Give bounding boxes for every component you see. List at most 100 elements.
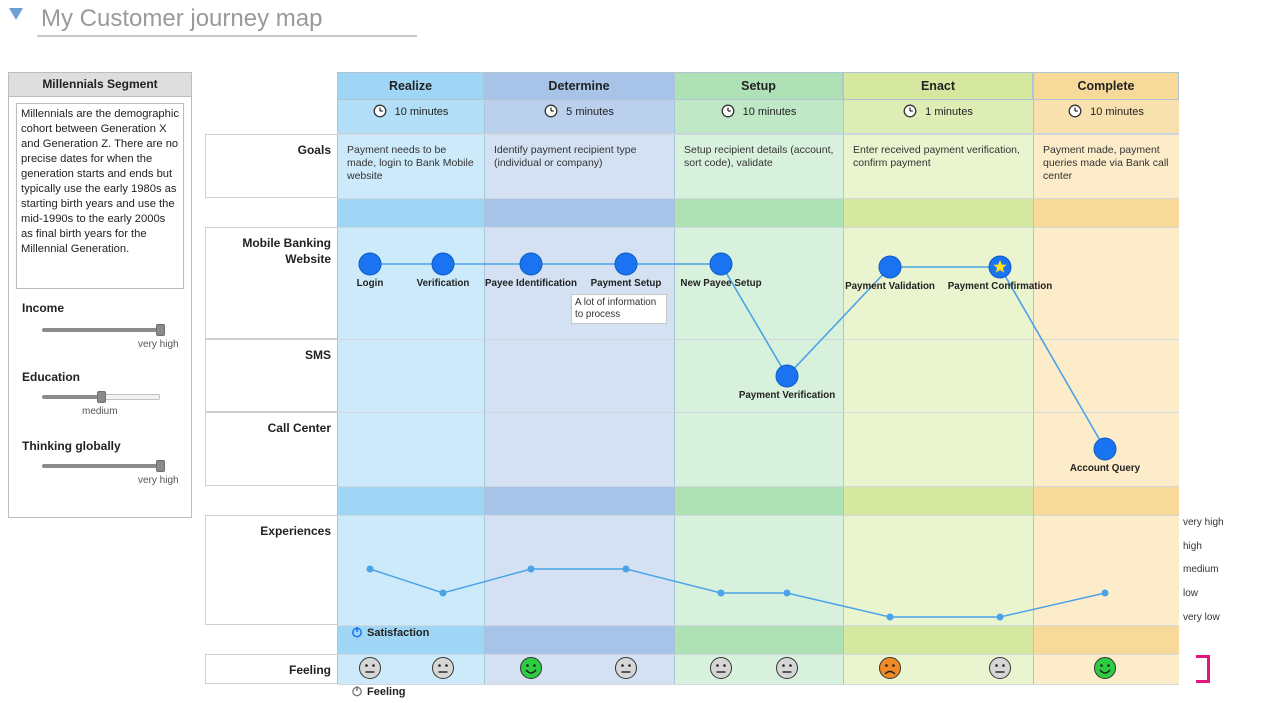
row-label-call-center: Call Center <box>267 421 331 435</box>
segment-description[interactable]: Millennials are the demographic cohort b… <box>16 103 184 289</box>
touchpoint-node[interactable] <box>614 252 638 276</box>
satisfaction-point[interactable] <box>1101 589 1109 597</box>
touchpoint-label[interactable]: Payee Identification <box>484 278 578 289</box>
phase-strip <box>843 486 1033 515</box>
touchpoint-label[interactable]: Verification <box>416 278 470 289</box>
happy-face-icon[interactable] <box>520 657 542 679</box>
sad-face-icon[interactable] <box>879 657 901 679</box>
row-label-goals: Goals <box>297 143 331 157</box>
phase-duration[interactable]: 1 minutes <box>843 100 1033 134</box>
satisfaction-point[interactable] <box>886 613 894 621</box>
phase-duration[interactable]: 10 minutes <box>674 100 843 134</box>
touchpoint-label[interactable]: Payment Setup <box>590 278 662 289</box>
phase-strip <box>337 625 484 654</box>
phase-strip <box>843 625 1033 654</box>
attribute-value: medium <box>82 406 118 417</box>
feeling-legend[interactable]: Feeling <box>351 686 406 698</box>
clock-icon <box>544 104 558 118</box>
touchpoint-label[interactable]: Payment Confirmation <box>947 281 1053 292</box>
row-divider <box>337 684 1179 685</box>
neutral-face-icon[interactable] <box>359 657 381 679</box>
phase-strip <box>1033 625 1179 654</box>
touchpoint-node[interactable] <box>431 252 455 276</box>
phase-goal[interactable]: Enter received payment verification, con… <box>853 144 1020 169</box>
happy-face-icon[interactable] <box>1094 657 1116 679</box>
touchpoint-note[interactable]: A lot of information to process <box>571 294 667 324</box>
neutral-face-icon[interactable] <box>432 657 454 679</box>
phase-header[interactable]: Determine <box>484 72 674 100</box>
clock-icon <box>1068 104 1082 118</box>
slider-thumb[interactable] <box>97 391 106 403</box>
duration-text: 10 minutes <box>742 106 797 118</box>
phase-header[interactable]: Realize <box>337 72 484 100</box>
row-divider <box>337 625 1179 626</box>
segment-title[interactable]: Millennials Segment <box>9 73 191 97</box>
clock-icon <box>721 104 735 118</box>
touchpoint-node[interactable] <box>709 252 733 276</box>
neutral-face-icon[interactable] <box>989 657 1011 679</box>
power-toggle-icon[interactable] <box>351 685 363 697</box>
phase-strip <box>337 198 484 227</box>
row-divider <box>337 134 1179 135</box>
attribute-value: very high <box>138 339 179 350</box>
duration-text: 1 minutes <box>925 106 973 118</box>
collapse-triangle-icon[interactable] <box>8 6 24 22</box>
phase-strip <box>484 625 674 654</box>
phase-goal[interactable]: Identify payment recipient type (individ… <box>494 144 637 169</box>
duration-text: 10 minutes <box>394 106 449 118</box>
satisfaction-point[interactable] <box>439 589 447 597</box>
phase-header[interactable]: Complete <box>1033 72 1179 100</box>
touchpoint-label[interactable]: Login <box>356 278 384 289</box>
phase-duration[interactable]: 5 minutes <box>484 100 674 134</box>
phase-strip <box>1033 198 1179 227</box>
selection-bracket-icon[interactable] <box>1196 655 1210 683</box>
page-title[interactable]: My Customer journey map <box>41 5 323 32</box>
slider-thumb[interactable] <box>156 460 165 472</box>
attribute-education: Education medium <box>22 370 182 417</box>
thinking-globally-slider[interactable] <box>42 460 165 472</box>
clock-icon <box>903 104 917 118</box>
attribute-value: very high <box>138 475 179 486</box>
power-toggle-icon[interactable] <box>351 626 363 638</box>
satisfaction-point[interactable] <box>783 589 791 597</box>
touchpoint-label[interactable]: Account Query <box>1069 463 1141 474</box>
phase-duration[interactable]: 10 minutes <box>1033 100 1179 134</box>
satisfaction-legend[interactable]: Satisfaction <box>351 627 429 639</box>
phase-header[interactable]: Setup <box>674 72 843 100</box>
attribute-thinking-globally: Thinking globally very high <box>22 439 182 486</box>
touchpoint-node[interactable] <box>1093 437 1117 461</box>
satisfaction-point[interactable] <box>622 565 630 573</box>
satisfaction-point[interactable] <box>996 613 1004 621</box>
neutral-face-icon[interactable] <box>710 657 732 679</box>
satisfaction-point[interactable] <box>527 565 535 573</box>
phase-goal[interactable]: Payment needs to be made, login to Bank … <box>347 144 474 182</box>
phase-goal[interactable]: Payment made, payment queries made via B… <box>1043 144 1169 182</box>
phase-strip <box>843 198 1033 227</box>
phase-strip <box>337 486 484 515</box>
call-center-row-header: Call Center <box>205 412 337 486</box>
satisfaction-point[interactable] <box>366 565 374 573</box>
satisfaction-point[interactable] <box>717 589 725 597</box>
education-slider[interactable] <box>42 391 160 403</box>
slider-thumb[interactable] <box>156 324 165 336</box>
feeling-row-header: Feeling <box>205 654 337 684</box>
phase-strip <box>674 625 843 654</box>
touchpoint-node[interactable] <box>878 255 902 279</box>
phase-strip <box>1033 486 1179 515</box>
phase-header[interactable]: Enact <box>843 72 1033 100</box>
phase-duration[interactable]: 10 minutes <box>337 100 484 134</box>
experiences-row-header: Experiences <box>205 515 337 625</box>
row-divider <box>337 654 1179 655</box>
neutral-face-icon[interactable] <box>776 657 798 679</box>
neutral-face-icon[interactable] <box>615 657 637 679</box>
phase-goal[interactable]: Setup recipient details (account, sort c… <box>684 144 834 169</box>
touchpoint-node[interactable] <box>358 252 382 276</box>
touchpoint-label[interactable]: Payment Validation <box>845 281 935 292</box>
row-divider <box>337 412 1179 413</box>
touchpoint-label[interactable]: Payment Verification <box>738 390 836 401</box>
touchpoint-node[interactable] <box>519 252 543 276</box>
row-label-experiences: Experiences <box>260 524 331 538</box>
income-slider[interactable] <box>42 324 165 336</box>
touchpoint-label[interactable]: New Payee Setup <box>680 278 762 289</box>
touchpoint-node[interactable] <box>775 364 799 388</box>
